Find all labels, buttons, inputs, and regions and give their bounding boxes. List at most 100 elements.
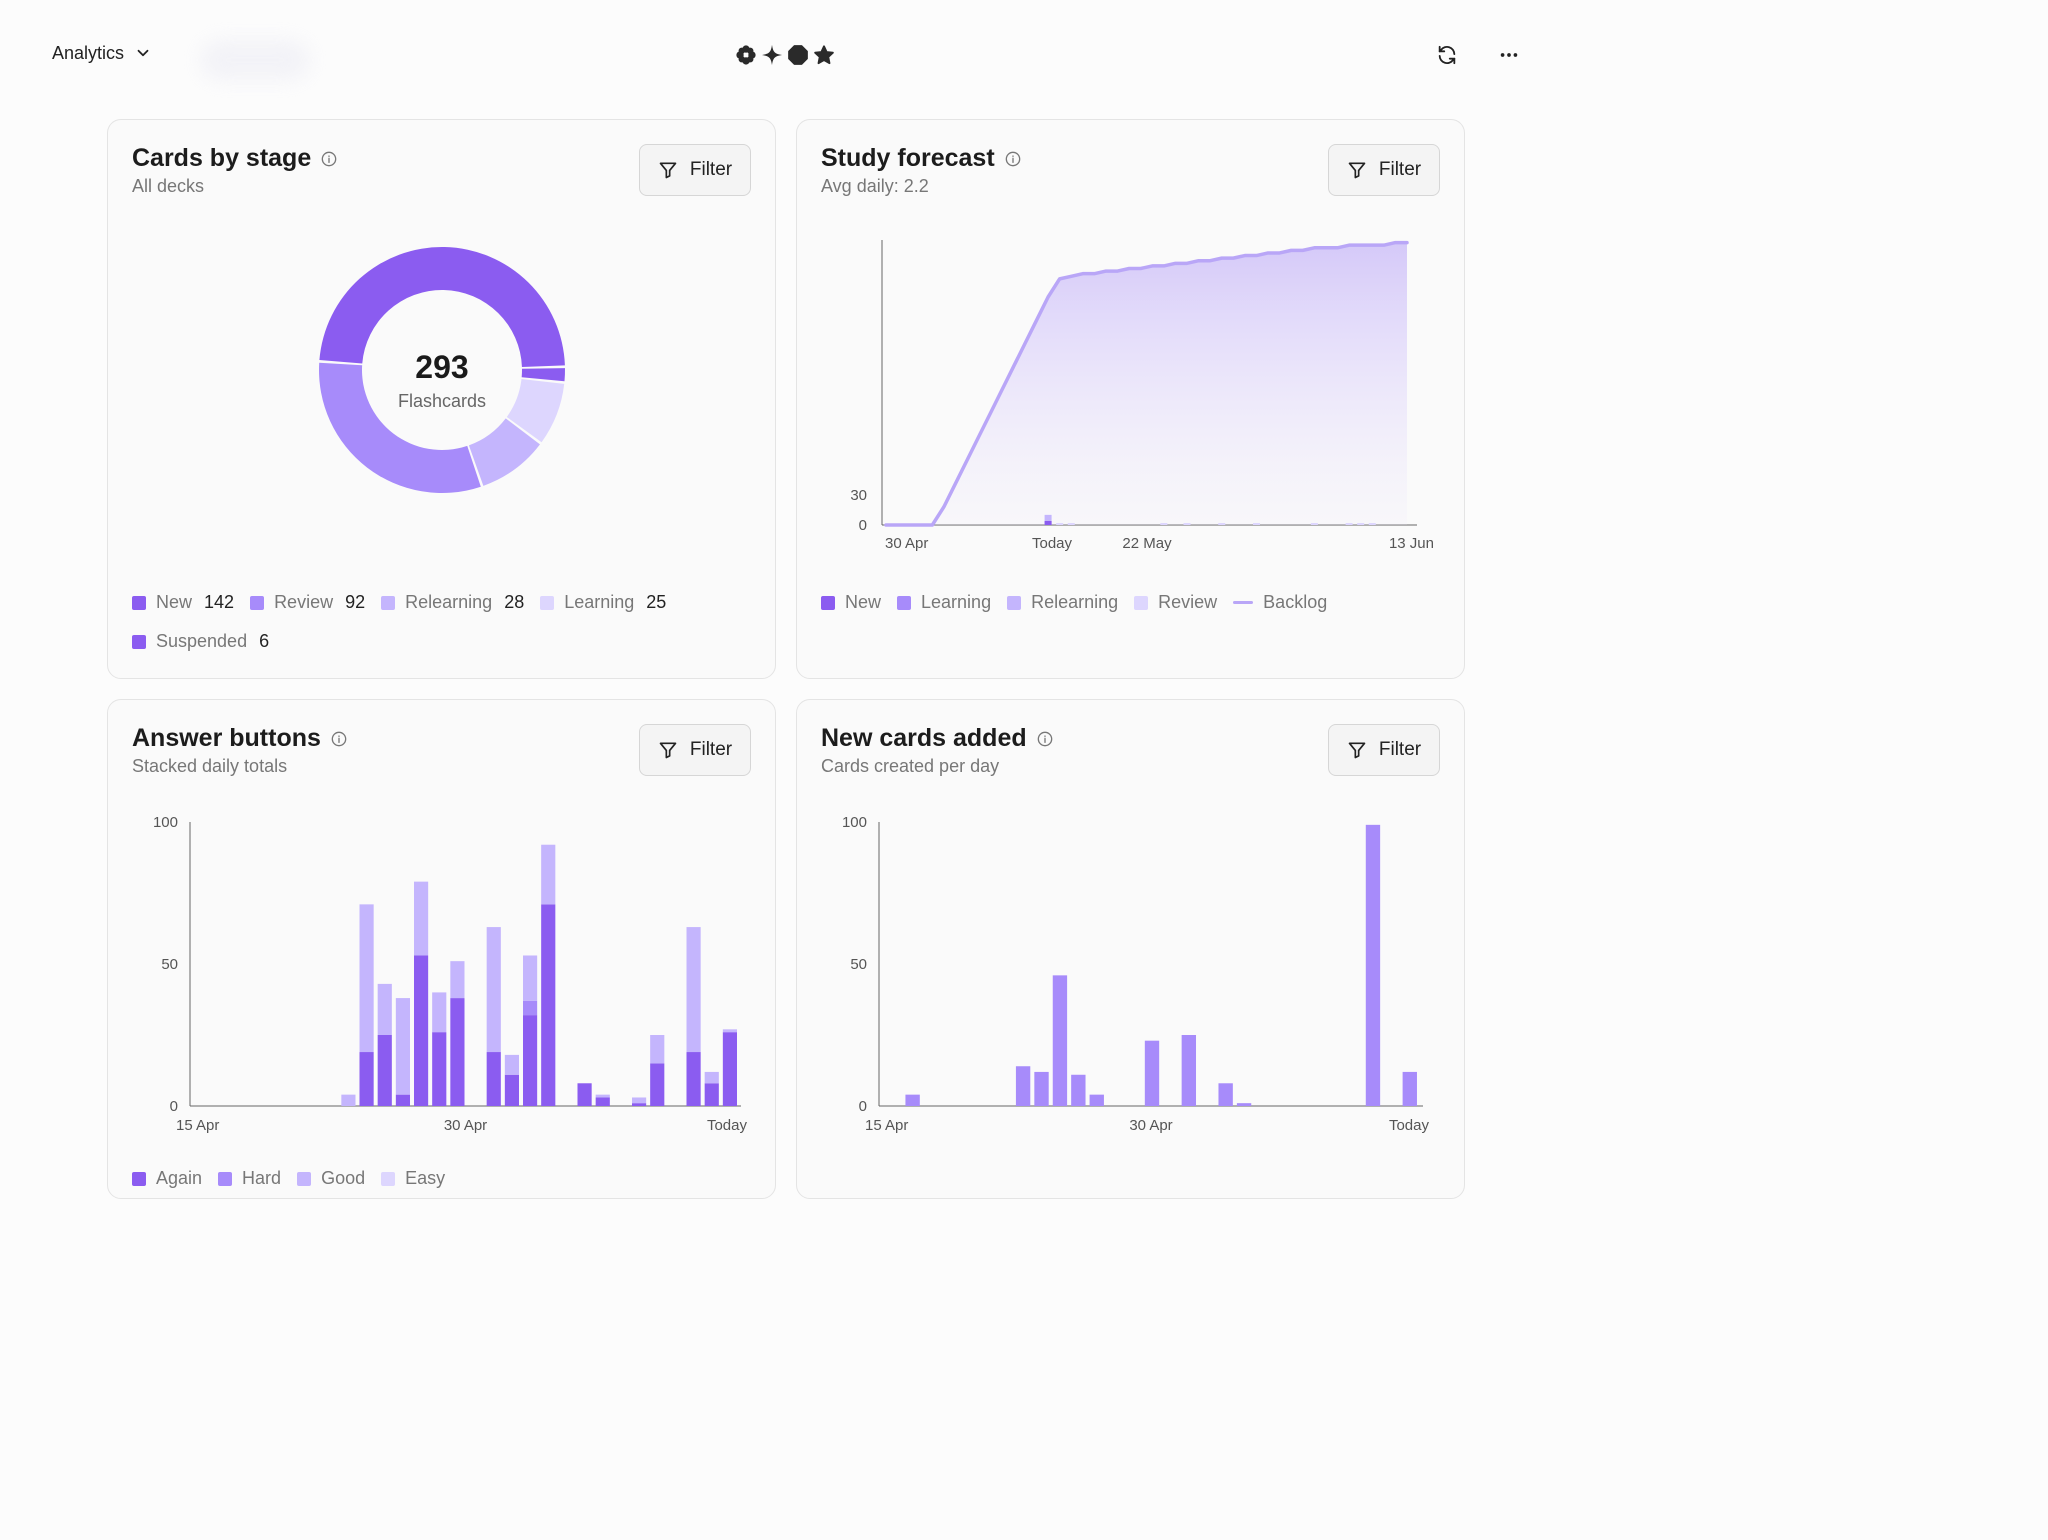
card-title: Cards by stage: [132, 144, 312, 172]
donut-center-label: Flashcards: [398, 391, 486, 411]
legend-label: New: [156, 592, 193, 612]
info-icon[interactable]: [1005, 151, 1021, 167]
donut-slice-suspended[interactable]: [521, 368, 565, 382]
more-options-button[interactable]: [1492, 38, 1526, 72]
forecast-bar: [1345, 523, 1353, 525]
legend-swatch: [1134, 595, 1149, 610]
blurred-element: [200, 40, 310, 80]
backlog-line: [884, 240, 1409, 527]
answer-bar-again: [595, 1097, 610, 1106]
legend-item: Review: [1134, 592, 1217, 613]
answer-bar-good: [631, 1097, 647, 1104]
forecast-legend: New Learning Relearning Review Backlog: [821, 592, 1441, 613]
y-tick-label: 50: [161, 956, 178, 973]
legend-label: Again: [156, 1168, 203, 1188]
legend-swatch: [540, 595, 555, 610]
donut-slice-new[interactable]: [319, 247, 565, 368]
answer-bar-hard: [522, 1000, 538, 1016]
chevron-down-icon: [137, 49, 149, 57]
donut-slice-learning[interactable]: [506, 379, 565, 443]
card-subtitle: Stacked daily totals: [132, 756, 288, 776]
legend-item: Relearning 28: [381, 592, 524, 613]
info-icon[interactable]: [1037, 731, 1053, 747]
legend-swatch: [132, 1171, 146, 1186]
legend-item: Learning 25: [540, 592, 666, 613]
filter-label: Filter: [1378, 159, 1422, 180]
answers-bar-chart: 0 50 100 15 Apr 30 Apr Today: [153, 814, 748, 1134]
legend-item: Review 92: [250, 592, 365, 613]
answer-bar-good: [359, 904, 374, 1053]
legend-item: Relearning: [1007, 592, 1118, 613]
answer-bar-good: [377, 983, 392, 1035]
nav-label: Analytics: [52, 42, 125, 63]
added-bar: [1089, 1094, 1104, 1106]
answer-bar-good: [432, 992, 447, 1033]
y-tick-label: 30: [850, 487, 867, 504]
filter-button[interactable]: Filter: [639, 144, 751, 196]
answer-bar-again: [704, 1083, 719, 1106]
answer-bar-good: [650, 1035, 665, 1064]
app-logo: [735, 42, 839, 68]
answer-bar-good: [341, 1094, 356, 1106]
answer-bar-again: [413, 955, 429, 1106]
donut-slice-relearning[interactable]: [468, 418, 540, 486]
answer-bar-good: [486, 927, 501, 1053]
study-forecast-card: Study forecast Avg daily: 2.2 Filter 0 30…: [796, 119, 1465, 679]
top-bar: Analytics: [0, 0, 1568, 104]
legend-swatch: [1007, 595, 1022, 610]
x-tick-label: 15 Apr: [176, 1117, 219, 1134]
legend-item: Hard: [218, 1168, 281, 1189]
y-tick-label: 50: [850, 956, 867, 973]
filter-icon: [1348, 742, 1366, 759]
answers-legend: Again Hard Good Easy: [132, 1168, 732, 1189]
logo-flower-icon: [736, 45, 756, 65]
legend-line-swatch: [1233, 601, 1254, 604]
legend-swatch: [381, 595, 396, 610]
analytics-nav-dropdown[interactable]: Analytics: [40, 36, 164, 70]
x-tick-label: 13 Jun: [1389, 535, 1434, 552]
added-bar: [1218, 1083, 1233, 1106]
legend-label: New: [845, 592, 882, 612]
answer-bar-again: [541, 904, 556, 1106]
answer-bar-good: [595, 1094, 610, 1098]
answer-bar-again: [432, 1032, 447, 1106]
filter-button[interactable]: Filter: [1328, 144, 1440, 196]
y-tick-label: 0: [859, 1098, 867, 1115]
filter-button[interactable]: Filter: [639, 724, 751, 776]
legend-value: 92: [345, 592, 366, 612]
answer-bar-again: [722, 1032, 738, 1106]
donut-slice-review[interactable]: [318, 362, 481, 493]
card-subtitle: All decks: [132, 176, 205, 196]
x-tick-label: Today: [1032, 535, 1073, 552]
stage-donut-chart: 293 Flashcards: [318, 247, 565, 493]
refresh-button[interactable]: [1430, 38, 1464, 72]
legend-item: Good: [297, 1168, 365, 1189]
info-icon[interactable]: [331, 731, 347, 747]
forecast-bar: [1218, 523, 1226, 525]
card-title-row: Cards by stage: [132, 144, 337, 173]
added-bar: [1236, 1103, 1252, 1106]
x-tick-label: 15 Apr: [865, 1117, 908, 1134]
info-icon[interactable]: [321, 151, 337, 167]
added-bar: [905, 1094, 920, 1106]
answer-bar-again: [504, 1074, 520, 1106]
answer-bar-good: [450, 961, 465, 999]
added-bar: [1144, 1040, 1160, 1106]
filter-button[interactable]: Filter: [1328, 724, 1440, 776]
answer-bar-again: [577, 1083, 592, 1106]
backlog-area: [886, 242, 1407, 525]
legend-item: Learning: [897, 592, 991, 613]
legend-swatch: [218, 1171, 233, 1186]
legend-item: Again: [132, 1168, 202, 1189]
answer-bar-again: [377, 1035, 392, 1106]
answer-bar-again: [686, 1052, 701, 1106]
filter-label: Filter: [1378, 739, 1422, 760]
filter-icon: [659, 742, 677, 759]
answer-bar-good: [541, 844, 556, 905]
legend-swatch: [897, 595, 912, 610]
x-tick-label: Today: [707, 1117, 748, 1134]
added-bar: [1365, 824, 1381, 1106]
new-cards-added-card: New cards added Cards created per day Fi…: [796, 699, 1465, 1199]
answer-bar-good: [722, 1029, 738, 1033]
legend-label: Backlog: [1263, 592, 1328, 612]
